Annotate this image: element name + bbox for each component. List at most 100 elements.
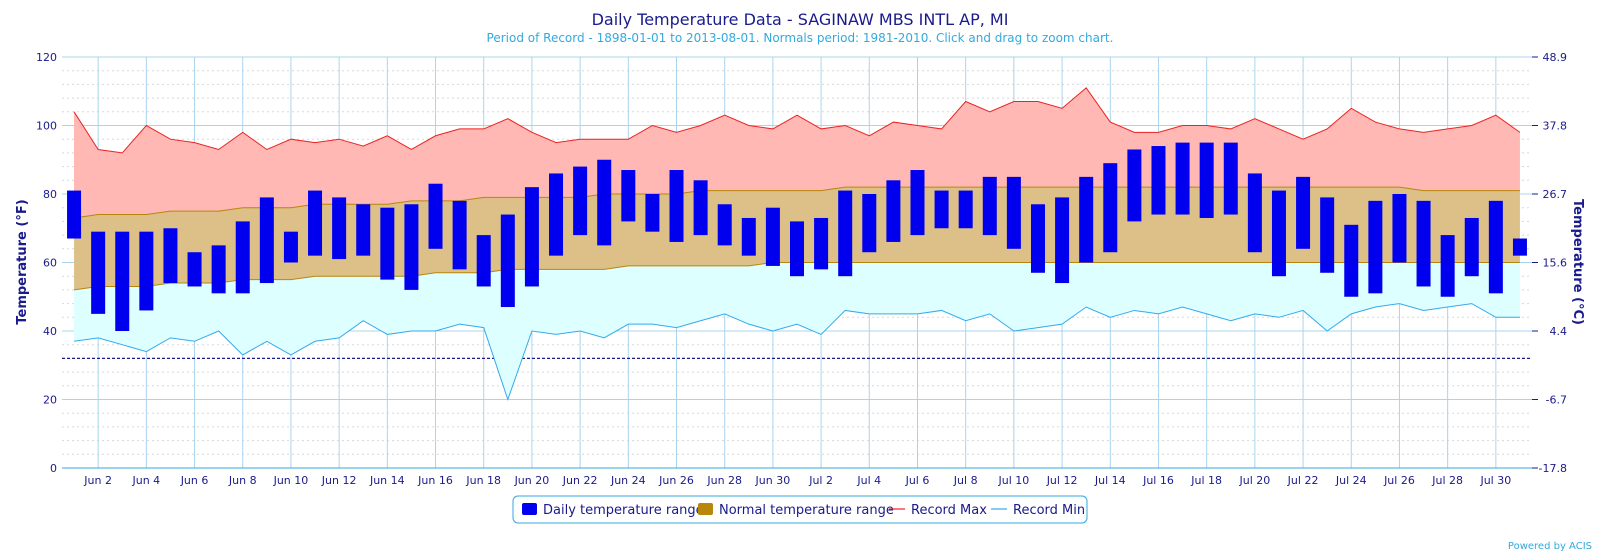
- x-tick-label: Jun 10: [273, 474, 309, 487]
- daily-range-bar: [1488, 200, 1503, 294]
- x-tick-label: Jun 2: [83, 474, 112, 487]
- y-tick-label: 0: [50, 462, 57, 475]
- daily-range-bar: [428, 183, 443, 249]
- daily-range-bar: [814, 217, 829, 270]
- daily-range-bar: [886, 180, 901, 242]
- x-tick-label: Jul 10: [998, 474, 1030, 487]
- y-tick-label: 60: [43, 257, 57, 270]
- x-tick-label: Jul 20: [1238, 474, 1270, 487]
- daily-range-bar: [934, 190, 949, 229]
- daily-range-bar: [1175, 142, 1190, 215]
- y-right-tick-label: 4.4: [1550, 325, 1568, 338]
- daily-range-bar: [1103, 163, 1118, 253]
- daily-range-bar: [235, 221, 250, 294]
- daily-range-bar: [139, 231, 154, 311]
- daily-range-bar: [356, 204, 371, 256]
- daily-range-bar: [91, 231, 106, 314]
- legend-label-daily: Daily temperature range: [543, 503, 704, 518]
- daily-range-bar: [910, 170, 925, 236]
- daily-range-bar: [259, 197, 274, 284]
- x-tick-label: Jul 24: [1335, 474, 1367, 487]
- daily-range-bar: [669, 170, 684, 242]
- daily-range-bar: [1127, 149, 1142, 222]
- legend-label-record-max: Record Max: [911, 503, 987, 518]
- daily-range-bar: [332, 197, 347, 260]
- daily-range-bar: [1392, 194, 1407, 263]
- x-tick-label: Jul 4: [856, 474, 881, 487]
- legend-label-record-min: Record Min: [1013, 503, 1085, 518]
- x-tick-label: Jun 20: [514, 474, 550, 487]
- y-right-tick-label: -6.7: [1546, 394, 1567, 407]
- x-tick-label: Jul 12: [1046, 474, 1078, 487]
- daily-range-bar: [621, 170, 636, 222]
- x-tick-label: Jun 8: [228, 474, 257, 487]
- y-tick-label: 100: [36, 120, 57, 133]
- daily-range-bar: [958, 190, 973, 229]
- x-tick-label: Jun 26: [658, 474, 694, 487]
- daily-range-bar: [838, 190, 853, 277]
- daily-range-bar: [645, 194, 660, 232]
- x-tick-label: Jul 16: [1142, 474, 1174, 487]
- x-tick-label: Jul 6: [905, 474, 930, 487]
- daily-range-bar: [1079, 176, 1094, 263]
- y-right-tick-label: -17.8: [1539, 462, 1567, 475]
- daily-range-bar: [1055, 197, 1070, 284]
- credit-link[interactable]: Powered by ACIS: [1508, 541, 1592, 552]
- daily-range-bar: [115, 231, 130, 331]
- daily-range-bar: [1006, 176, 1021, 249]
- y-tick-label: 120: [36, 51, 57, 64]
- daily-range-bar: [1368, 200, 1383, 294]
- y-right-tick-label: 37.8: [1543, 120, 1568, 133]
- daily-range-bar: [500, 214, 515, 308]
- daily-range-bar: [862, 194, 877, 253]
- legend-item-record-min[interactable]: Record Min: [991, 503, 1085, 518]
- daily-range-bar: [597, 159, 612, 246]
- y-tick-label: 20: [43, 394, 57, 407]
- daily-range-bar: [283, 231, 298, 263]
- daily-range-bars: [67, 142, 1527, 331]
- daily-range-bar: [1199, 142, 1214, 218]
- daily-range-bar: [1464, 217, 1479, 277]
- daily-range-bar: [163, 228, 178, 284]
- x-tick-label: Jul 22: [1287, 474, 1319, 487]
- x-tick-label: Jun 16: [417, 474, 453, 487]
- daily-range-bar: [67, 190, 82, 239]
- daily-range-bar: [476, 235, 491, 287]
- legend: Daily temperature range Normal temperatu…: [512, 495, 1088, 524]
- daily-range-bar: [187, 252, 202, 287]
- daily-range-bar: [1512, 238, 1527, 256]
- legend-item-daily[interactable]: Daily temperature range: [522, 503, 704, 518]
- x-tick-label: Jul 2: [808, 474, 833, 487]
- record-max-line: [73, 87, 1521, 154]
- daily-range-bar: [1223, 142, 1238, 215]
- legend-item-record-max[interactable]: Record Max: [889, 503, 987, 518]
- record-min-line: [73, 303, 1520, 402]
- x-tick-label: Jun 22: [562, 474, 598, 487]
- x-tick-label: Jun 12: [321, 474, 357, 487]
- daily-range-bar: [1030, 204, 1045, 273]
- daily-range-bar: [1296, 176, 1311, 249]
- y-tick-label: 80: [43, 188, 57, 201]
- daily-range-bar: [693, 180, 708, 236]
- x-tick-label: Jun 28: [706, 474, 742, 487]
- daily-range-bar: [549, 173, 564, 256]
- x-tick-label: Jun 30: [755, 474, 791, 487]
- chart-subtitle: Period of Record - 1898-01-01 to 2013-08…: [487, 31, 1114, 45]
- y-tick-label: 40: [43, 325, 57, 338]
- daily-range-bar: [765, 207, 780, 266]
- legend-label-normal: Normal temperature range: [719, 503, 894, 518]
- x-tick-label: Jun 4: [132, 474, 161, 487]
- x-tick-label: Jun 14: [369, 474, 405, 487]
- daily-range-bar: [982, 176, 997, 236]
- x-tick-label: Jul 18: [1190, 474, 1222, 487]
- daily-range-bar: [524, 187, 539, 287]
- daily-range-bar: [380, 207, 395, 280]
- record-min-area: [74, 262, 1520, 400]
- y-axis-title-left: Temperature (°F): [15, 199, 30, 324]
- x-tick-label: Jun 24: [610, 474, 646, 487]
- legend-swatch-daily: [522, 503, 537, 515]
- legend-item-normal[interactable]: Normal temperature range: [698, 503, 894, 518]
- x-tick-label: Jun 6: [180, 474, 209, 487]
- daily-range-bar: [717, 204, 732, 246]
